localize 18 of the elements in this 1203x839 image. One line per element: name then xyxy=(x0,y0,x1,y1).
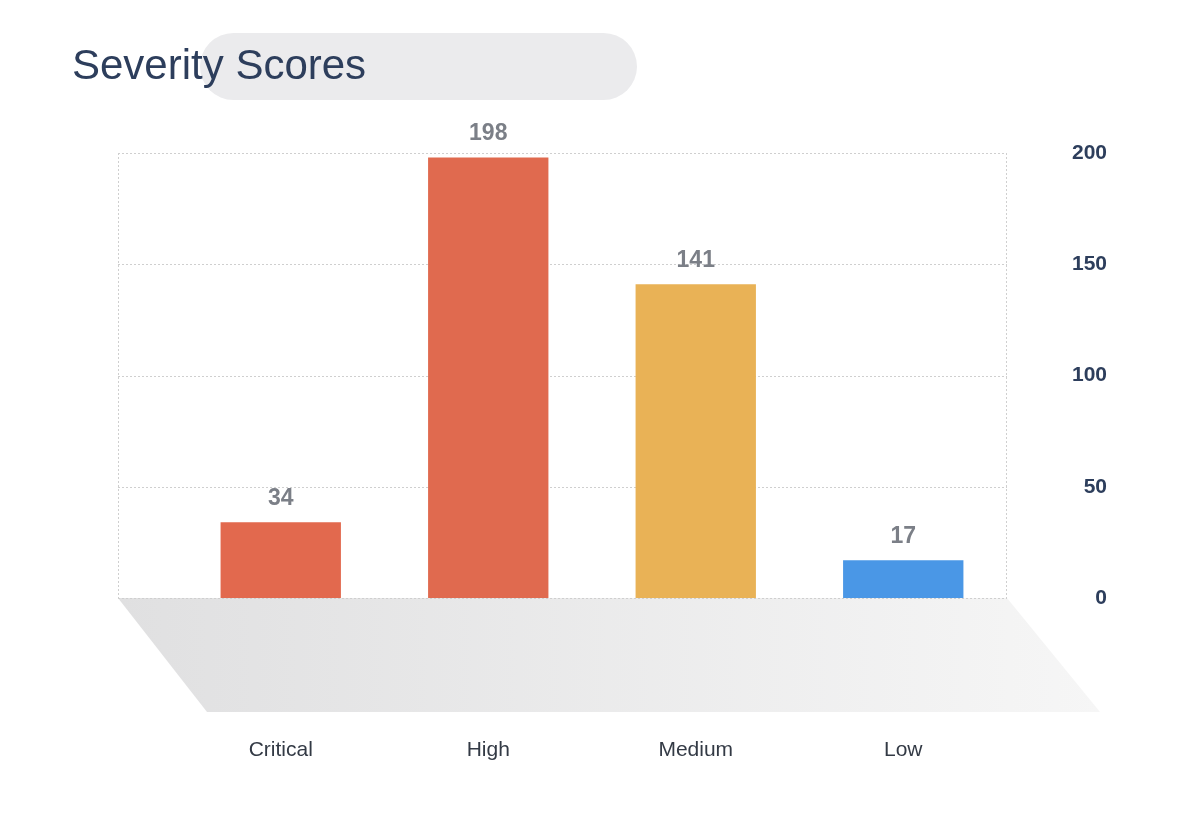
bar xyxy=(220,522,341,598)
chart-title: Severity Scores xyxy=(72,40,367,90)
y-tick-label: 100 xyxy=(1071,362,1107,386)
data-label: 141 xyxy=(676,246,716,273)
bar xyxy=(843,560,964,598)
x-tick-label: High xyxy=(466,737,510,761)
y-tick-label: 0 xyxy=(1095,584,1107,608)
bar xyxy=(635,284,756,598)
x-tick-label: Critical xyxy=(248,737,313,761)
y-tick-label: 200 xyxy=(1071,139,1107,163)
data-label: 198 xyxy=(469,119,508,146)
bar xyxy=(428,157,549,598)
data-label: 34 xyxy=(267,484,294,511)
y-tick-label: 50 xyxy=(1083,473,1107,497)
x-tick-label: Low xyxy=(883,737,924,761)
x-tick-label: Medium xyxy=(658,737,734,761)
y-tick-label: 150 xyxy=(1071,251,1107,275)
data-label: 17 xyxy=(890,522,917,549)
